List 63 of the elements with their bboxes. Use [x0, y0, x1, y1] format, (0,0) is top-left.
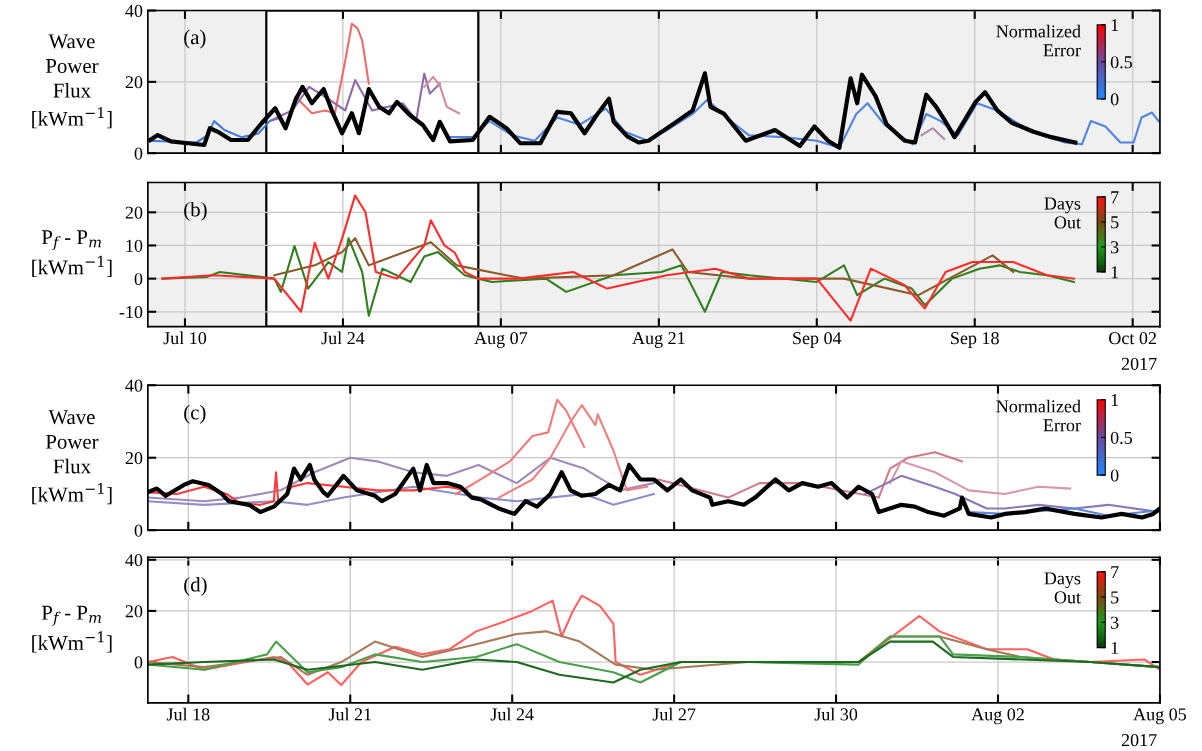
line-series: [657, 451, 964, 499]
y-tick-label: 0: [134, 272, 143, 286]
x-tick-label: Jul 10: [163, 331, 207, 345]
line-series: [889, 460, 1072, 496]
color-bar-label: 1: [1111, 394, 1119, 407]
color-bar-label: 3: [1111, 241, 1119, 254]
line-series: [147, 456, 655, 503]
x-tick-label: Sep 18: [951, 332, 999, 348]
x-tick-label: Jul 30: [814, 707, 858, 721]
x-tick-label: Aug 02: [971, 708, 1024, 725]
y-tick-label: 10: [126, 239, 143, 252]
x-tick-label: Jul 24: [490, 707, 534, 721]
color-bar-title: Normalized Error: [996, 24, 1081, 57]
line-series: [423, 75, 461, 115]
color-bar-label: 7: [1111, 191, 1119, 204]
color-bar-label: 0.5: [1110, 56, 1132, 69]
y-tick-label: 0: [134, 147, 143, 160]
line-series: [147, 485, 655, 506]
color-bar-label: 1: [1111, 641, 1119, 654]
y-axis-title: Wave Power Flux [kWm$^{−1}$]: [32, 34, 112, 129]
x-tick-label: Jul 18: [166, 707, 210, 721]
y-tick-label: 20: [125, 206, 143, 219]
annotation: (c): [184, 404, 206, 424]
color-bar-title: Days Out: [1044, 572, 1081, 604]
color-bar-title: Days Out: [1044, 197, 1081, 229]
x-tick-label: Aug 07: [474, 332, 528, 348]
x-tick-label: Aug 21: [632, 332, 685, 348]
annotation: (a): [184, 29, 206, 49]
color-bar-label: 1: [1111, 19, 1119, 32]
y-axis-title: P$_{f}$ - P$_{m}$ [kWm$^{−1}$]: [32, 605, 112, 653]
color-bar-label: 3: [1111, 616, 1119, 629]
annotation: (d): [184, 576, 207, 596]
color-bar-label: 5: [1111, 591, 1119, 604]
color-bar-label: 7: [1111, 566, 1119, 579]
y-tick-label: 20: [125, 605, 143, 618]
y-tick-label: 40: [125, 554, 143, 567]
color-bar-label: 0: [1110, 93, 1119, 106]
annotation: (b): [184, 201, 207, 221]
y-tick-label: -10: [119, 306, 143, 319]
x-tick-label: Jul 21: [328, 707, 371, 721]
color-bar-label: 0.5: [1110, 431, 1132, 444]
y-tick-label: 0: [134, 524, 143, 537]
x-tick-label: Sep 04: [793, 332, 842, 348]
y-tick-label: 20: [125, 76, 143, 89]
x-tick-label: Oct 02: [1109, 332, 1156, 345]
text: 2017: [1121, 734, 1157, 747]
y-axis-title: Wave Power Flux [kWm$^{−1}$]: [32, 410, 112, 505]
y-tick-label: 40: [125, 4, 143, 17]
line-series: [270, 72, 441, 122]
y-tick-label: 0: [134, 656, 143, 669]
y-axis-title: P$_{f}$ - P$_{m}$ [kWm$^{−1}$]: [32, 230, 112, 278]
color-bar-label: 0: [1110, 469, 1119, 482]
x-tick-label: Jul 27: [652, 707, 696, 721]
color-bar-label: 1: [1111, 266, 1119, 279]
line-series: [294, 22, 370, 115]
text: 2017: [1121, 357, 1157, 370]
color-bar-label: 5: [1111, 216, 1119, 229]
y-tick-label: 40: [125, 379, 143, 392]
x-tick-label: Jul 24: [321, 331, 365, 345]
line-series: [273, 237, 1015, 297]
color-bar-title: Normalized Error: [996, 399, 1081, 432]
y-tick-label: 20: [125, 451, 143, 465]
x-tick-label: Aug 05: [1133, 708, 1187, 725]
